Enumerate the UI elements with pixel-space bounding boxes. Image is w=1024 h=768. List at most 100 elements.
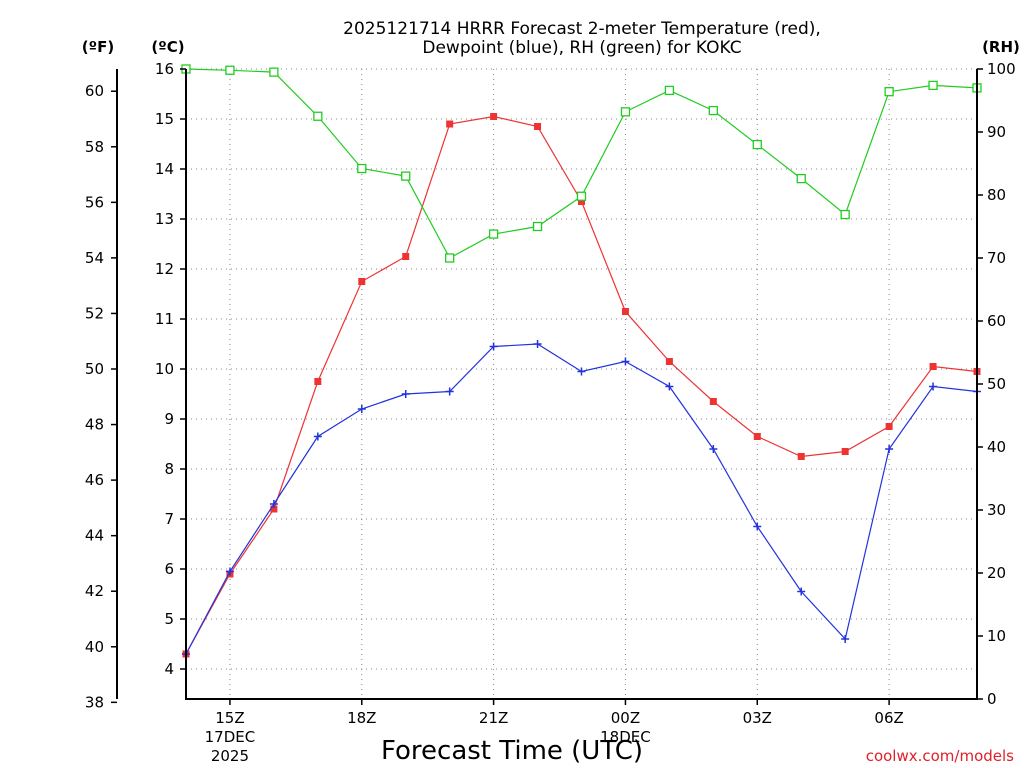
rh-point <box>620 107 631 117</box>
rh-axis-label: (RH) <box>982 38 1020 56</box>
rh-point <box>796 173 806 184</box>
fahrenheit-tick-label: 60 <box>85 82 104 100</box>
fahrenheit-tick-label: 52 <box>85 304 104 322</box>
temperature-point <box>402 253 410 260</box>
dewpoint-point <box>929 382 938 391</box>
dewpoint-point <box>621 357 630 366</box>
celsius-tick-label: 5 <box>164 610 174 628</box>
celsius-tick-label: 14 <box>155 160 174 178</box>
plot-frame <box>185 69 978 700</box>
celsius-tick-label: 9 <box>164 410 174 428</box>
rh-point <box>313 111 323 121</box>
rh-point <box>357 163 367 174</box>
x-tick-label: 18Z <box>347 709 376 727</box>
dewpoint-point <box>313 432 322 441</box>
fahrenheit-tick-label: 46 <box>85 471 104 489</box>
chart-title: 2025121714 HRRR Forecast 2-meter Tempera… <box>343 19 821 58</box>
rh-tick-label: 10 <box>987 627 1006 645</box>
dewpoint-point <box>489 342 498 351</box>
rh-tick-label: 20 <box>987 564 1006 582</box>
x-tick-label: 17DEC <box>205 728 256 746</box>
fahrenheit-tick-label: 38 <box>85 693 104 711</box>
fahrenheit-tick-label: 48 <box>85 416 104 434</box>
temperature-point <box>270 505 278 513</box>
celsius-tick-label: 8 <box>164 460 174 478</box>
fahrenheit-tick-label: 42 <box>85 582 104 600</box>
temperature-point <box>841 448 849 455</box>
rh-line <box>185 68 978 259</box>
rh-point <box>664 85 675 96</box>
rh-point <box>401 171 411 181</box>
rh-point <box>884 87 894 97</box>
temperature-point <box>621 308 629 315</box>
temperature-point <box>797 453 805 460</box>
rh-tick-label: 50 <box>987 375 1006 393</box>
celsius-tick-label: 10 <box>155 360 174 378</box>
rh-tick-label: 100 <box>987 60 1016 78</box>
dewpoint-point <box>269 500 278 508</box>
rh-point <box>708 105 718 116</box>
dewpoint-line <box>185 343 978 655</box>
rh-point <box>928 80 938 91</box>
dewpoint-point <box>797 587 806 596</box>
celsius-tick-label: 12 <box>155 260 174 278</box>
rh-point <box>269 67 279 77</box>
dewpoint-point <box>401 390 410 398</box>
temperature-point <box>358 278 366 285</box>
fahrenheit-tick-label: 44 <box>85 527 104 545</box>
rh-point <box>840 209 850 220</box>
celsius-tick-label: 4 <box>164 660 174 678</box>
celsius-tick-label: 15 <box>155 110 174 128</box>
celsius-tick-label: 7 <box>164 510 174 528</box>
temperature-point <box>578 198 585 205</box>
title-line: 2025121714 HRRR Forecast 2-meter Tempera… <box>343 19 821 39</box>
rh-point <box>488 229 499 239</box>
rh-point <box>752 139 762 150</box>
temperature-point <box>885 423 893 430</box>
dewpoint-point <box>445 387 454 396</box>
dewpoint-point <box>885 445 894 453</box>
x-axis-label: Forecast Time (UTC) <box>381 736 643 766</box>
temperature-point <box>490 113 498 120</box>
celsius-axis-label: (ºC) <box>151 38 184 56</box>
x-tick-label: 00Z <box>611 709 640 727</box>
fahrenheit-axis-label: (ºF) <box>82 38 114 56</box>
title-line: Dewpoint (blue), RH (green) for KOKC <box>422 38 741 58</box>
dewpoint-point <box>357 405 366 413</box>
celsius-tick-label: 6 <box>164 560 174 578</box>
rh-tick-label: 90 <box>987 123 1006 141</box>
dewpoint-point <box>577 367 586 376</box>
rh-point <box>532 221 543 232</box>
temperature-point <box>314 378 322 385</box>
celsius-tick-label: 11 <box>155 310 174 328</box>
rh-tick-label: 30 <box>987 501 1006 519</box>
x-tick-label: 18DEC <box>600 728 651 746</box>
axes: 4567891011121314151638404244464850525456… <box>85 60 1016 765</box>
x-tick-label: 2025 <box>211 747 249 765</box>
fahrenheit-tick-label: 40 <box>85 638 104 656</box>
rh-point <box>445 253 455 263</box>
temperature-point <box>929 363 937 370</box>
fahrenheit-tick-label: 56 <box>85 193 104 211</box>
rh-tick-label: 40 <box>987 438 1006 456</box>
credit-link[interactable]: coolwx.com/models <box>866 747 1014 765</box>
dewpoint-point <box>533 340 542 348</box>
fahrenheit-tick-label: 50 <box>85 360 104 378</box>
temperature-point <box>446 120 454 128</box>
rh-tick-label: 70 <box>987 249 1006 267</box>
rh-tick-label: 60 <box>987 312 1006 330</box>
x-tick-label: 03Z <box>743 709 772 727</box>
temperature-point <box>753 433 761 440</box>
grid-lines <box>186 68 977 699</box>
rh-tick-label: 0 <box>987 690 997 708</box>
celsius-tick-label: 13 <box>155 210 174 228</box>
dewpoint-point <box>225 567 234 576</box>
x-tick-label: 06Z <box>874 709 903 727</box>
dewpoint-point <box>665 382 674 391</box>
temperature-point <box>709 398 717 405</box>
x-tick-label: 21Z <box>479 709 508 727</box>
fahrenheit-tick-label: 58 <box>85 138 104 156</box>
temperature-point <box>534 123 542 130</box>
temperature-point <box>665 358 673 365</box>
